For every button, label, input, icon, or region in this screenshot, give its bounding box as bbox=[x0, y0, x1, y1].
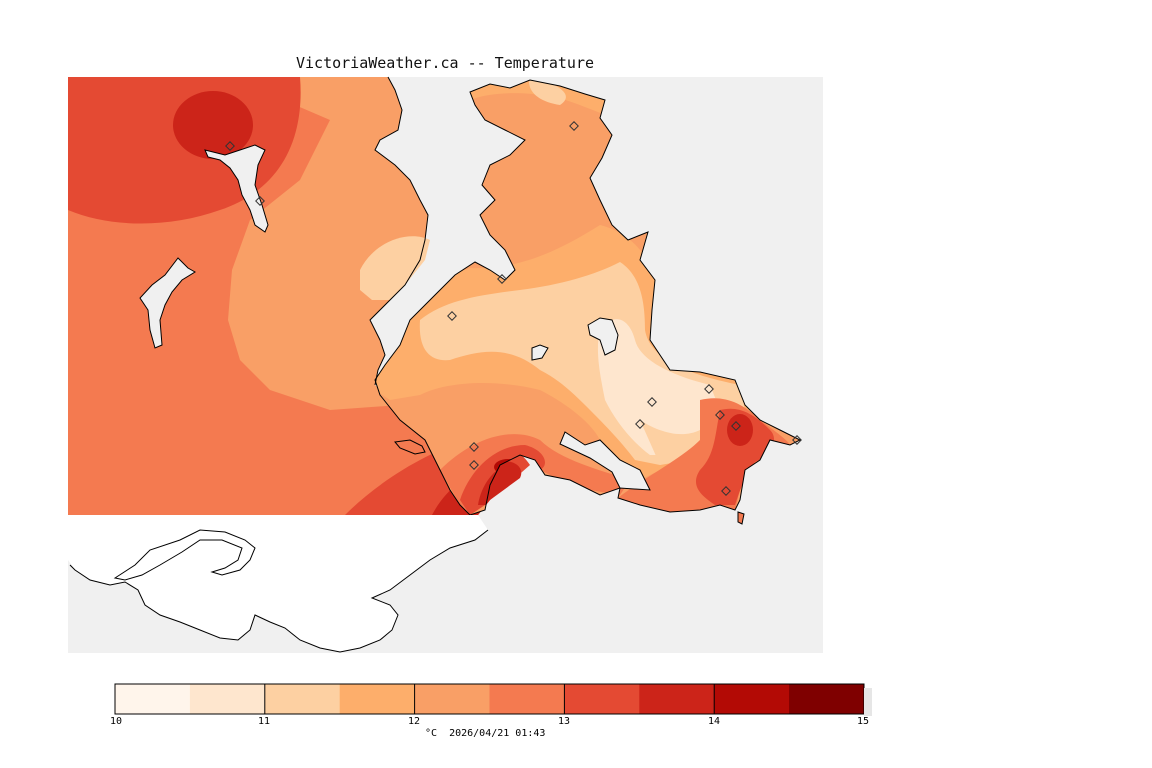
south-inland-coastline bbox=[113, 529, 256, 581]
station-marker bbox=[715, 410, 725, 420]
station-marker bbox=[497, 274, 507, 284]
station-marker bbox=[447, 311, 457, 321]
station-marker bbox=[647, 397, 657, 407]
station-marker bbox=[731, 421, 741, 431]
lake-north bbox=[204, 144, 269, 233]
inlet-coastline bbox=[369, 76, 429, 386]
legend-swatch bbox=[414, 684, 490, 714]
legend-tick: 15 bbox=[856, 716, 870, 727]
legend-tick: 13 bbox=[557, 716, 571, 727]
legend-caption: °C 2026/04/21 01:43 bbox=[425, 728, 546, 739]
legend-swatch bbox=[115, 684, 191, 714]
legend-swatch bbox=[639, 684, 715, 714]
map-title: VictoriaWeather.ca -- Temperature bbox=[296, 54, 595, 72]
legend-tick: 14 bbox=[707, 716, 721, 727]
station-marker bbox=[469, 460, 479, 470]
station-marker bbox=[635, 419, 645, 429]
peninsula-coastline bbox=[374, 79, 802, 516]
legend-tick: 12 bbox=[407, 716, 421, 727]
station-marker bbox=[225, 141, 235, 151]
station-marker bbox=[569, 121, 579, 131]
legend-swatch bbox=[189, 684, 266, 714]
island-small-2 bbox=[737, 511, 745, 525]
color-legend-shadow bbox=[864, 688, 872, 716]
legend-swatch bbox=[264, 684, 341, 714]
legend-swatch bbox=[789, 684, 865, 714]
station-marker bbox=[255, 196, 265, 206]
legend-swatch bbox=[564, 684, 640, 714]
legend-swatch bbox=[489, 684, 565, 714]
south-coastline bbox=[69, 529, 489, 653]
legend-tick: 10 bbox=[109, 716, 123, 727]
unmapped-south-land bbox=[68, 515, 488, 652]
legend-tick: 11 bbox=[257, 716, 271, 727]
lake-peninsula-2 bbox=[531, 344, 549, 361]
station-marker bbox=[469, 442, 479, 452]
lake-peninsula-1 bbox=[587, 317, 619, 356]
station-marker bbox=[792, 435, 802, 445]
color-legend-bar bbox=[115, 684, 865, 714]
station-markers bbox=[225, 121, 802, 496]
island-small-1 bbox=[394, 439, 426, 455]
legend-swatch bbox=[714, 684, 790, 714]
lake-west bbox=[139, 257, 196, 349]
station-marker bbox=[704, 384, 714, 394]
station-marker bbox=[721, 486, 731, 496]
legend-swatch bbox=[339, 684, 416, 714]
